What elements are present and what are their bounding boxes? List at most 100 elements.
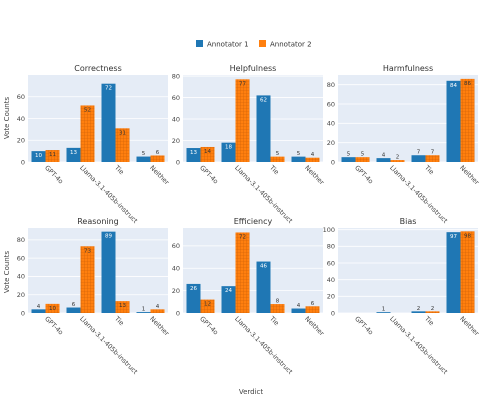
y-tick-label: 20 [172,287,180,295]
x-tick-label: Llama-3.1-405b-instruct [388,315,449,376]
data-label-correctness-neither-annotator-2: 6 [156,150,160,156]
bar-reasoning-gpt-4o-annotator-2 [45,303,60,313]
data-label-harmfulness-gpt-4o-annotator-1: 5 [347,152,351,158]
plot-area-efficiency [183,228,323,313]
x-tick-label: Llama-3.1-405b-instruct [78,315,139,376]
y-tick-label: 0 [331,158,335,166]
x-tick-label: Tie [267,163,280,176]
bar-harmfulness-neither-annotator-2 [460,78,475,162]
panel-title-bias: Bias [400,217,417,226]
panel-title-correctness: Correctness [74,64,122,73]
bar-bias-llama-3-1-405b-instruct-annotator-1 [376,312,391,313]
panel-title-helpfulness: Helpfulness [230,64,277,73]
bar-helpfulness-neither-annotator-2 [305,157,320,162]
x-tick-label: Tie [112,163,125,176]
y-tick-label: 60 [17,254,25,262]
bar-helpfulness-llama-3-1-405b-instruct-annotator-1 [221,142,236,162]
bar-harmfulness-tie-annotator-2 [425,155,440,162]
bar-correctness-gpt-4o-annotator-2 [45,150,60,162]
data-label-reasoning-tie-annotator-1: 89 [105,234,112,240]
x-tick-label: GPT-4o [353,315,375,337]
data-label-helpfulness-gpt-4o-annotator-1: 13 [190,150,197,156]
bar-efficiency-gpt-4o-annotator-1 [186,283,201,313]
data-label-correctness-gpt-4o-annotator-1: 10 [35,153,42,159]
x-tick-label: Neither [303,315,326,338]
panel-title-harmfulness: Harmfulness [383,64,433,73]
data-label-harmfulness-tie-annotator-2: 7 [431,150,435,156]
y-axis-label-bottom: Vote Counts [3,251,11,294]
y-tick-label: 100 [323,226,335,234]
data-label-reasoning-gpt-4o-annotator-1: 4 [37,304,41,310]
bar-correctness-llama-3-1-405b-instruct-annotator-1 [66,147,81,162]
bar-reasoning-gpt-4o-annotator-1 [31,309,46,313]
bar-correctness-gpt-4o-annotator-1 [31,151,46,162]
panel-bias: 0 20 40 60 80 100 Bias GPT-4o 1Llama-3.1-405b-in… [323,217,481,376]
bar-reasoning-neither-annotator-1 [136,312,151,313]
bar-correctness-neither-annotator-2 [150,155,165,162]
data-label-bias-neither-annotator-2: 98 [464,233,471,239]
bar-reasoning-neither-annotator-2 [150,309,165,313]
bar-correctness-tie-annotator-1 [101,83,116,162]
data-label-reasoning-llama-3-1-405b-instruct-annotator-1: 6 [72,302,76,308]
y-tick-label: 40 [327,120,335,128]
x-tick-label: Tie [422,314,435,327]
data-label-efficiency-llama-3-1-405b-instruct-annotator-1: 24 [225,288,232,294]
data-label-bias-tie-annotator-1: 2 [417,306,421,312]
data-label-efficiency-neither-annotator-1: 4 [297,303,301,309]
data-label-correctness-llama-3-1-405b-instruct-annotator-1: 13 [70,150,77,156]
data-label-efficiency-gpt-4o-annotator-1: 26 [190,286,197,292]
data-label-helpfulness-neither-annotator-1: 5 [297,151,301,157]
data-label-reasoning-neither-annotator-2: 4 [156,304,160,310]
x-axis-label: Verdict [239,388,264,396]
data-label-harmfulness-tie-annotator-1: 7 [417,150,421,156]
data-label-efficiency-neither-annotator-2: 6 [311,301,315,307]
x-tick-label: Tie [422,163,435,176]
panel-title-efficiency: Efficiency [234,217,273,226]
bar-bias-tie-annotator-1 [411,311,426,313]
bar-harmfulness-gpt-4o-annotator-1 [341,157,356,162]
legend-swatch-annotator-1 [196,40,203,47]
bar-harmfulness-llama-3-1-405b-instruct-annotator-2 [390,160,405,162]
data-label-reasoning-llama-3-1-405b-instruct-annotator-2: 73 [84,248,91,254]
x-tick-label: Neither [148,315,171,338]
x-tick-label: GPT-4o [43,315,65,337]
y-tick-label: 20 [17,291,25,299]
bar-helpfulness-tie-annotator-2 [270,156,285,162]
y-tick-label: 60 [327,100,335,108]
data-label-bias-llama-3-1-405b-instruct-annotator-1: 1 [382,307,386,313]
plot-area-reasoning [28,228,168,313]
data-label-efficiency-tie-annotator-1: 46 [260,264,267,270]
legend-label-annotator-1: Annotator 1 [207,41,249,49]
y-tick-label: 0 [331,309,335,317]
x-tick-label: Tie [112,314,125,327]
data-label-bias-neither-annotator-1: 97 [450,234,457,240]
y-tick-label: 0 [21,158,25,166]
bar-efficiency-neither-annotator-1 [291,308,306,313]
data-label-helpfulness-llama-3-1-405b-instruct-annotator-2: 77 [239,81,246,87]
data-label-harmfulness-llama-3-1-405b-instruct-annotator-2: 2 [396,155,400,161]
x-tick-label: GPT-4o [43,164,65,186]
data-label-helpfulness-gpt-4o-annotator-2: 14 [204,149,211,155]
y-tick-label: 40 [327,276,335,284]
x-tick-label: GPT-4o [353,164,375,186]
data-label-correctness-llama-3-1-405b-instruct-annotator-2: 52 [84,107,91,113]
bar-reasoning-tie-annotator-2 [115,301,130,313]
x-tick-label: Neither [148,164,171,187]
x-tick-label: Llama-3.1-405b-instruct [233,164,294,225]
y-tick-label: 80 [327,81,335,89]
x-tick-label: Neither [458,164,481,187]
data-label-efficiency-tie-annotator-2: 8 [276,299,280,305]
bar-efficiency-tie-annotator-1 [256,261,271,313]
bar-helpfulness-neither-annotator-1 [291,156,306,162]
data-label-harmfulness-llama-3-1-405b-instruct-annotator-1: 4 [382,153,386,159]
data-label-harmfulness-neither-annotator-2: 86 [464,81,471,87]
data-label-helpfulness-llama-3-1-405b-instruct-annotator-1: 18 [225,145,232,151]
panel-title-reasoning: Reasoning [77,217,119,226]
data-label-harmfulness-gpt-4o-annotator-2: 5 [361,152,365,158]
y-tick-label: 80 [17,236,25,244]
bar-helpfulness-gpt-4o-annotator-1 [186,148,201,162]
y-tick-label: 20 [327,139,335,147]
y-tick-label: 0 [176,309,180,317]
y-tick-label: 40 [17,115,25,123]
